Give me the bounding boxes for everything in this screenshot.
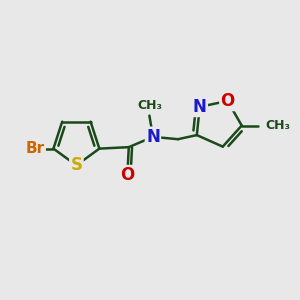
Text: N: N xyxy=(146,128,160,146)
Text: CH₃: CH₃ xyxy=(137,99,162,112)
Text: Br: Br xyxy=(26,141,45,156)
Text: O: O xyxy=(220,92,235,110)
Text: O: O xyxy=(120,166,134,184)
Text: CH₃: CH₃ xyxy=(265,119,290,132)
Text: N: N xyxy=(193,98,207,116)
Text: S: S xyxy=(70,156,83,174)
